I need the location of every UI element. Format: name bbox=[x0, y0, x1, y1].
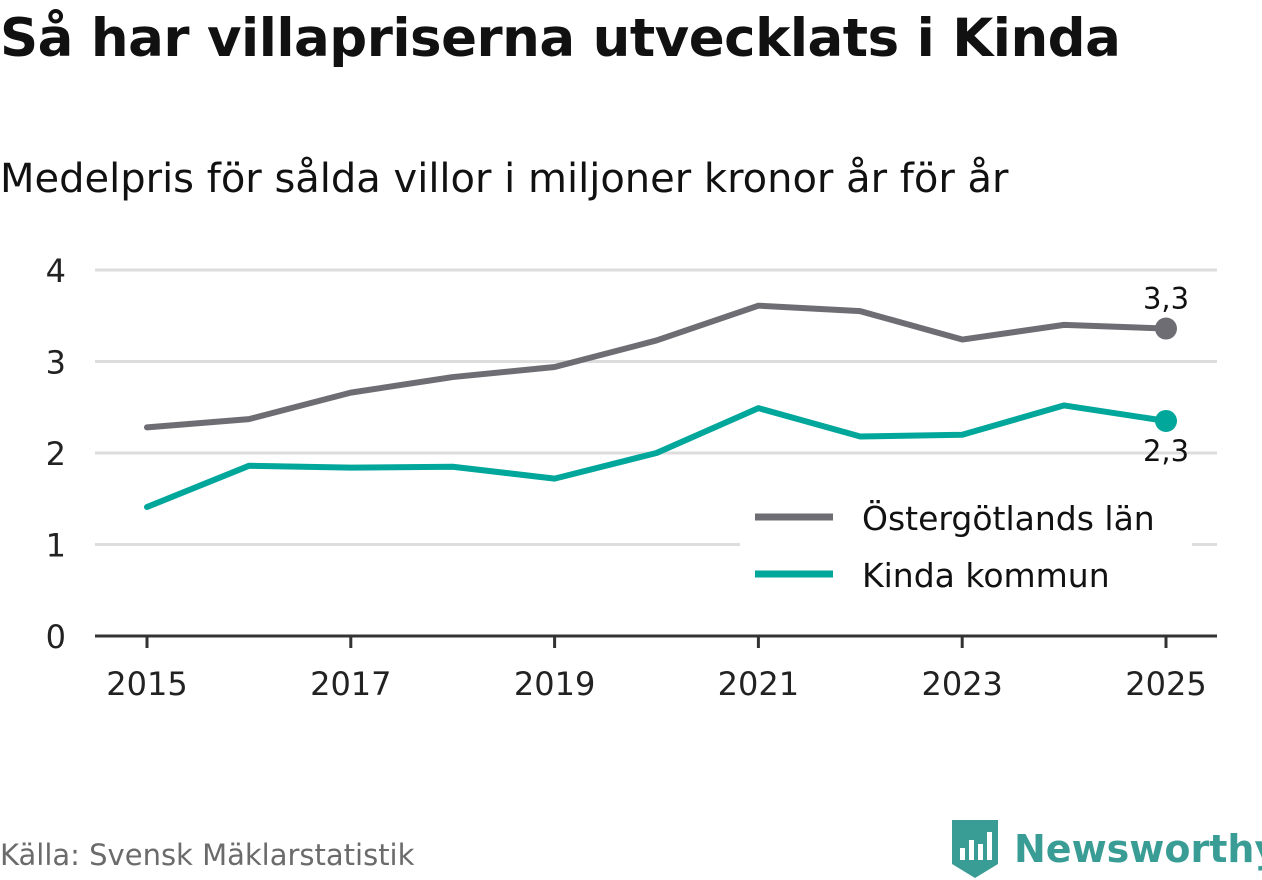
data-point-kommun-2017 bbox=[348, 465, 354, 471]
series-line-lan bbox=[144, 302, 1169, 431]
y-tick-label: 3 bbox=[46, 344, 66, 382]
brand-name: Newsworthy bbox=[1014, 827, 1262, 871]
data-point-kommun-2018 bbox=[450, 464, 456, 470]
y-tick-label: 2 bbox=[46, 435, 66, 473]
end-marker-kommun bbox=[1155, 409, 1177, 432]
data-point-lan-2016 bbox=[246, 416, 252, 422]
data-point-lan-2019 bbox=[552, 364, 558, 370]
legend-label-lan: Östergötlands län bbox=[862, 498, 1155, 538]
series-lines: 3,3 2,3 bbox=[144, 282, 1189, 510]
chart-subtitle: Medelpris för sålda villor i miljoner kr… bbox=[0, 156, 1009, 202]
legend: Östergötlands län Kinda kommun bbox=[740, 490, 1192, 608]
y-tick-label: 1 bbox=[46, 527, 66, 565]
source-note: Källa: Svensk Mäklarstatistik bbox=[0, 838, 415, 872]
data-point-lan-2017 bbox=[348, 390, 354, 396]
x-axis: 2015 2017 2019 2021 2023 2025 bbox=[95, 634, 1217, 703]
data-point-kommun-2024 bbox=[1061, 402, 1067, 408]
data-point-lan-2023 bbox=[959, 337, 965, 343]
series-line-kommun bbox=[144, 402, 1169, 510]
end-label-kommun: 2,3 bbox=[1143, 434, 1189, 468]
y-axis-ticks: 0 1 2 3 4 bbox=[46, 252, 66, 656]
x-tick-label: 2025 bbox=[1125, 665, 1206, 703]
data-point-kommun-2019 bbox=[552, 476, 558, 482]
x-tick-label: 2019 bbox=[514, 665, 595, 703]
data-point-lan-2020 bbox=[654, 337, 660, 343]
data-point-lan-2021 bbox=[755, 303, 761, 309]
data-point-kommun-2015 bbox=[144, 504, 150, 510]
y-tick-label: 0 bbox=[46, 618, 66, 656]
newsworthy-logo-icon bbox=[952, 820, 998, 878]
legend-label-kommun: Kinda kommun bbox=[862, 556, 1110, 595]
y-tick-label: 4 bbox=[46, 252, 66, 290]
brand-logo[interactable]: Newsworthy bbox=[950, 818, 1262, 880]
data-point-lan-2024 bbox=[1061, 322, 1067, 328]
data-point-kommun-2022 bbox=[857, 434, 863, 440]
chart-title: Så har villapriserna utvecklats i Kinda bbox=[0, 8, 1121, 69]
data-point-kommun-2023 bbox=[959, 432, 965, 438]
data-point-kommun-2020 bbox=[654, 450, 660, 456]
x-tick-label: 2023 bbox=[921, 665, 1002, 703]
end-marker-lan bbox=[1155, 317, 1177, 340]
x-tick-label: 2017 bbox=[310, 665, 391, 703]
data-point-lan-2015 bbox=[144, 424, 150, 430]
data-point-kommun-2021 bbox=[755, 405, 761, 411]
data-point-lan-2018 bbox=[450, 374, 456, 380]
legend-background bbox=[740, 490, 1192, 608]
data-point-kommun-2016 bbox=[246, 463, 252, 469]
end-label-lan: 3,3 bbox=[1143, 282, 1189, 316]
data-point-lan-2022 bbox=[857, 308, 863, 314]
x-tick-label: 2015 bbox=[106, 665, 187, 703]
x-tick-label: 2021 bbox=[718, 665, 799, 703]
